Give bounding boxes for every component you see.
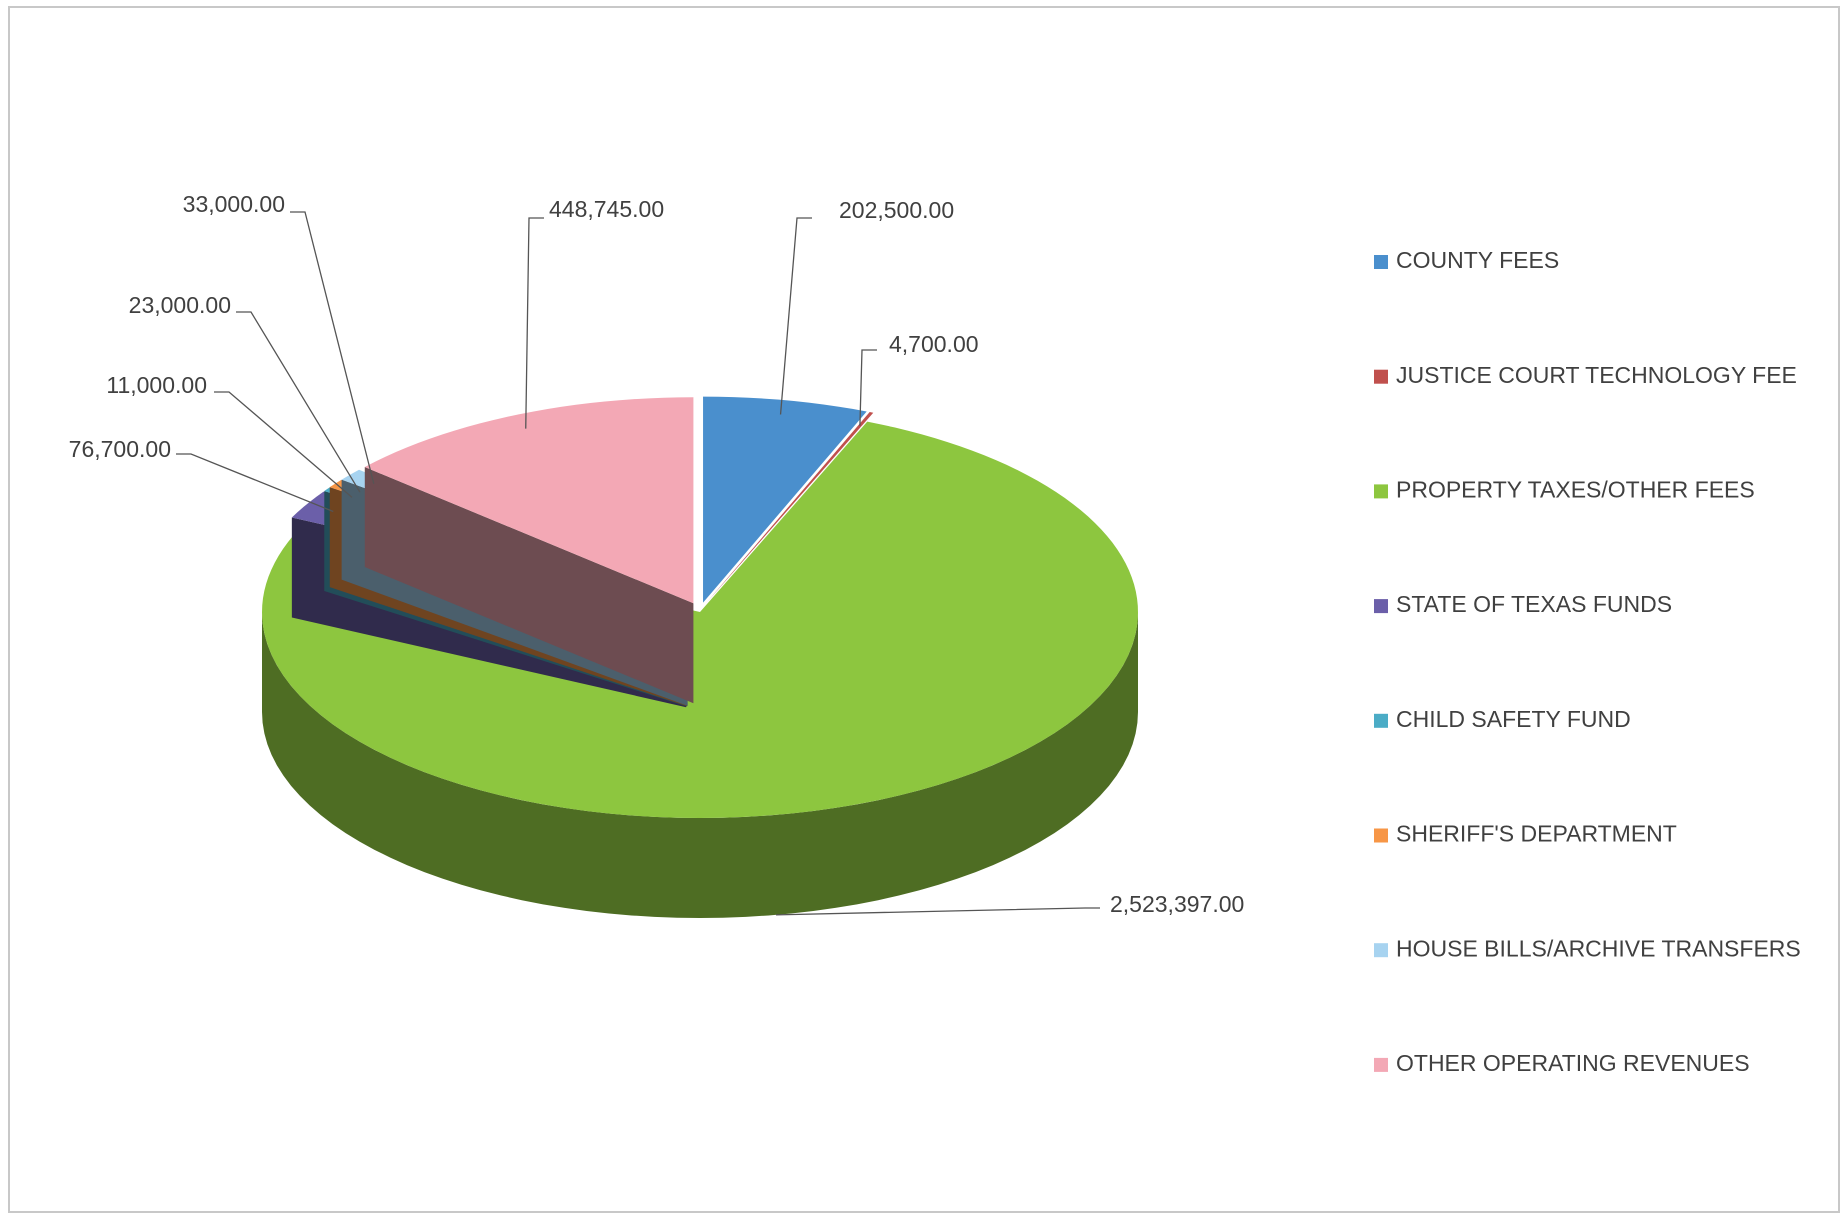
data-label: 23,000.00 xyxy=(129,292,231,318)
legend-label: COUNTY FEES xyxy=(1396,247,1559,273)
legend-label: HOUSE BILLS/ARCHIVE TRANSFERS xyxy=(1396,935,1801,961)
slice-top xyxy=(364,397,694,604)
legend-swatch xyxy=(1374,713,1388,728)
legend-swatch xyxy=(1374,943,1388,958)
data-label: 448,745.00 xyxy=(549,196,664,222)
leader-line xyxy=(290,211,375,484)
legend-swatch xyxy=(1374,255,1388,269)
data-label: 202,500.00 xyxy=(839,197,954,223)
pie-slice xyxy=(703,396,867,603)
legend-swatch xyxy=(1374,599,1388,614)
pie-slice xyxy=(706,412,874,604)
legend-swatch xyxy=(1374,828,1388,843)
legend-label: OTHER OPERATING REVENUES xyxy=(1396,1050,1750,1076)
legend-swatch xyxy=(1374,484,1388,499)
legend-swatch xyxy=(1374,369,1388,384)
leader-line xyxy=(236,311,361,493)
data-label: 11,000.00 xyxy=(106,372,207,398)
legend-swatch xyxy=(1374,1057,1388,1072)
legend-label: JUSTICE COURT TECHNOLOGY FEE xyxy=(1396,362,1797,388)
data-label: 76,700.00 xyxy=(69,436,171,462)
leader-line xyxy=(776,907,1100,916)
legend-label: STATE OF TEXAS FUNDS xyxy=(1396,591,1672,617)
slice-top xyxy=(703,396,867,603)
slice-top xyxy=(262,421,1138,818)
slice-side xyxy=(262,612,1138,918)
legend-label: CHILD SAFETY FUND xyxy=(1396,706,1631,732)
pie-slice xyxy=(364,397,694,704)
legend-label: PROPERTY TAXES/OTHER FEES xyxy=(1396,476,1755,502)
legend-label: SHERIFF'S DEPARTMENT xyxy=(1396,821,1677,847)
slice-wall xyxy=(364,467,694,704)
pie-slice xyxy=(262,421,1138,918)
data-label: 33,000.00 xyxy=(183,191,285,217)
leader-line xyxy=(525,217,544,429)
leader-line xyxy=(176,453,334,513)
leader-line xyxy=(859,349,877,426)
data-label: 2,523,397.00 xyxy=(1110,891,1244,917)
data-label: 4,700.00 xyxy=(889,331,979,357)
leader-line xyxy=(214,391,353,498)
slice-top xyxy=(706,412,874,604)
leader-line xyxy=(779,217,812,415)
